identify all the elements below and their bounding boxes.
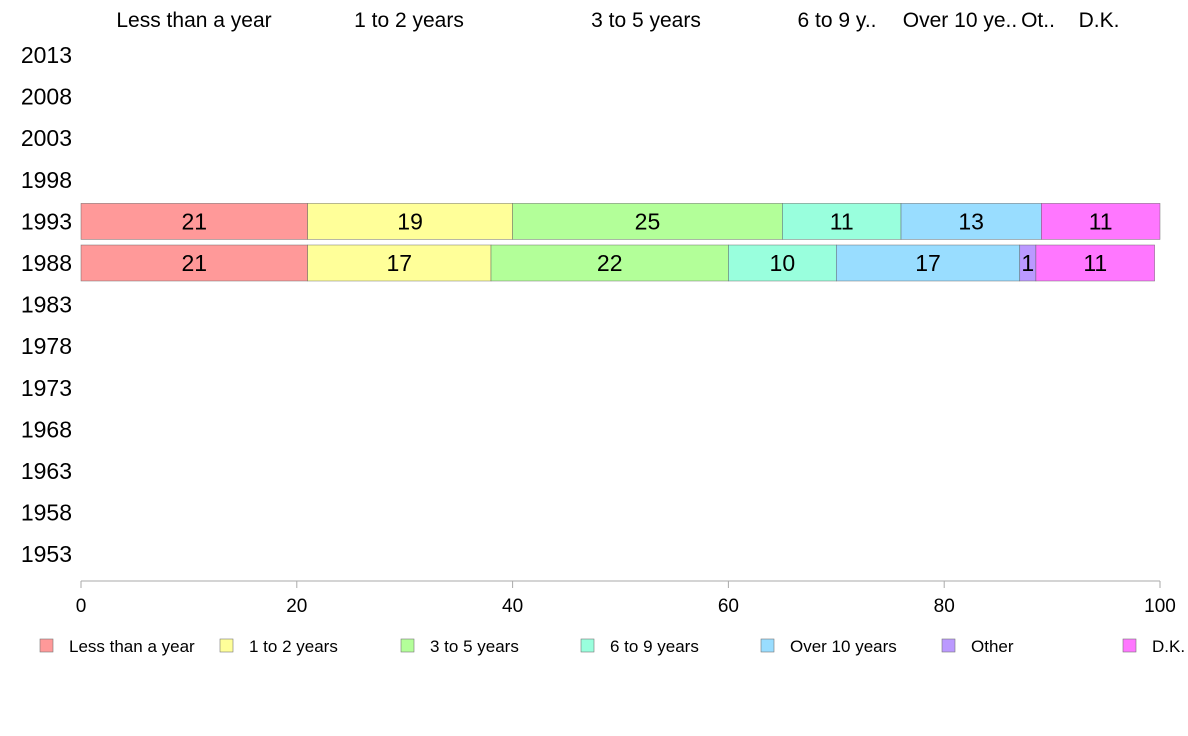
y-axis-labels: 2013 2008 2003 1998 1993 1988 1983 1978 1973 1968… [21, 42, 72, 567]
x-tick-label: 0 [76, 596, 87, 617]
y-tick-label: 1968 [21, 416, 72, 442]
bar-value-label: 10 [770, 250, 796, 276]
bar-value-label: 11 [1083, 250, 1107, 276]
y-tick-label: 1958 [21, 500, 72, 526]
legend-label: 1 to 2 years [249, 637, 338, 656]
legend-swatch [400, 638, 415, 653]
legend-label: D.K. [1152, 637, 1185, 656]
legend-label: 6 to 9 years [610, 637, 699, 656]
bar-segment [80, 244, 308, 282]
bar-value-label: 22 [597, 250, 623, 276]
legend: Less than a year 1 to 2 years 3 to 5 years… [39, 637, 1185, 656]
bar-segment [512, 203, 783, 240]
bar-segment [307, 203, 513, 240]
top-label: 6 to 9 y.. [798, 9, 877, 32]
x-axis: 0 20 40 60 80 100 [76, 580, 1176, 617]
legend-label: 3 to 5 years [430, 637, 519, 656]
x-tick-label: 100 [1144, 596, 1176, 617]
bar-value-label: 21 [181, 208, 207, 234]
bar-segment [490, 244, 729, 282]
y-tick-label: 1988 [21, 250, 72, 276]
bar-segment [1041, 203, 1161, 240]
bar-segment [1035, 244, 1155, 282]
legend-label: Other [971, 637, 1014, 656]
x-tick-label: 80 [934, 596, 955, 617]
legend-swatch [219, 638, 234, 653]
y-tick-label: 2013 [21, 42, 72, 68]
legend-swatch [580, 638, 595, 653]
x-tick-label: 40 [502, 596, 523, 617]
bar-segment [80, 203, 308, 240]
bar-value-label: 1 [1021, 250, 1034, 276]
bar-value-label: 11 [1089, 208, 1113, 234]
bar-value-label: 25 [635, 208, 661, 234]
bar-value-label: 19 [397, 208, 423, 234]
y-tick-label: 1953 [21, 541, 72, 567]
bar-segment [728, 244, 837, 282]
bar-segment [900, 203, 1042, 240]
y-tick-label: 1998 [21, 167, 72, 193]
legend-swatch [1122, 638, 1137, 653]
x-tick-label: 20 [286, 596, 307, 617]
y-tick-label: 2008 [21, 84, 72, 110]
y-tick-label: 1978 [21, 333, 72, 359]
bar-value-label: 13 [958, 208, 984, 234]
bar-segment [307, 244, 492, 282]
legend-label: Less than a year [69, 637, 195, 656]
top-label: 1 to 2 years [354, 9, 464, 32]
top-category-labels: Less than a year 1 to 2 years 3 to 5 years… [116, 9, 1119, 32]
bar-value-label: 17 [915, 250, 941, 276]
top-label: D.K. [1079, 9, 1120, 32]
legend-swatch [39, 638, 54, 653]
y-tick-label: 1983 [21, 292, 72, 318]
top-label: 3 to 5 years [591, 9, 701, 32]
y-tick-label: 1963 [21, 458, 72, 484]
y-tick-label: 1993 [21, 208, 72, 234]
legend-label: Over 10 years [790, 637, 897, 656]
bar-value-label: 17 [387, 250, 413, 276]
x-tick-label: 60 [718, 596, 739, 617]
legend-swatch [941, 638, 956, 653]
bar-segment [782, 203, 902, 240]
y-tick-label: 2003 [21, 125, 72, 151]
top-label: Less than a year [116, 9, 271, 32]
y-tick-label: 1973 [21, 375, 72, 401]
legend-swatch [760, 638, 775, 653]
bar-value-label: 11 [830, 208, 854, 234]
bar-value-label: 21 [181, 250, 207, 276]
top-label: Over 10 ye.. [903, 9, 1017, 32]
top-label: Ot.. [1021, 9, 1055, 32]
